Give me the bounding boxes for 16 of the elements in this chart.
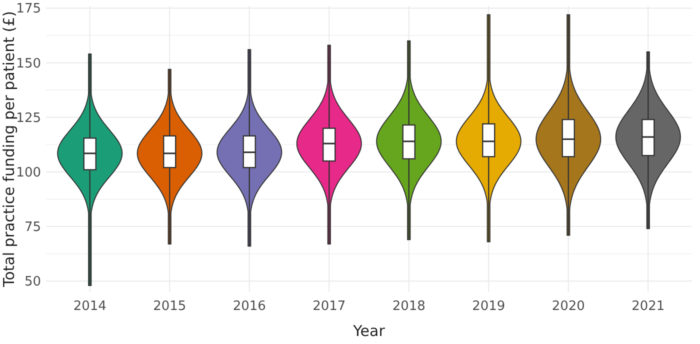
y-tick-label: 150 <box>16 56 41 72</box>
y-tick-label: 50 <box>24 274 41 290</box>
x-axis-title: Year <box>352 322 386 340</box>
x-tick-label: 2019 <box>472 299 506 314</box>
y-tick-label: 125 <box>16 110 41 126</box>
y-tick-label: 75 <box>24 220 41 236</box>
x-tick-label: 2021 <box>632 299 665 314</box>
x-tick-label: 2016 <box>232 299 266 314</box>
y-tick-label: 100 <box>16 165 41 180</box>
y-axis-title: Total practice funding per patient (£) <box>0 10 18 288</box>
x-tick-label: 2018 <box>392 299 426 314</box>
x-tick-label: 2020 <box>552 299 585 314</box>
x-tick-label: 2017 <box>312 299 346 314</box>
y-tick-label: 175 <box>16 2 41 17</box>
x-tick-label: 2014 <box>73 299 106 314</box>
x-tick-label: 2015 <box>153 299 186 314</box>
